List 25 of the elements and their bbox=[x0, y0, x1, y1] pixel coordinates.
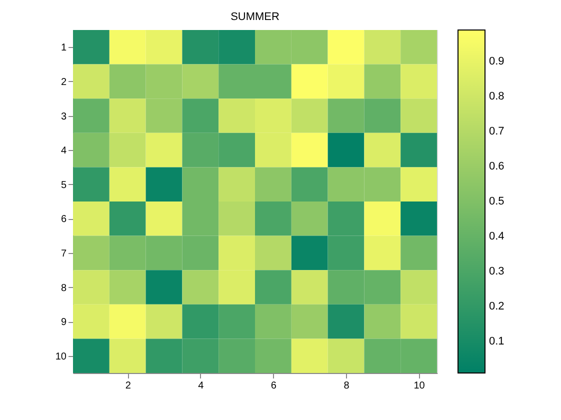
y-tick-label: 4 bbox=[60, 146, 67, 157]
color-bar-label: 0.4 bbox=[489, 230, 504, 242]
y-tick-label: 9 bbox=[60, 317, 67, 328]
y-tick-label: 3 bbox=[60, 111, 67, 122]
x-tick-label: 8 bbox=[344, 380, 350, 392]
color-bar-label: 0.1 bbox=[489, 336, 504, 348]
y-tick-label: 1 bbox=[60, 42, 67, 54]
color-bar-label: 0.5 bbox=[489, 196, 504, 208]
x-tick-label: 6 bbox=[270, 380, 277, 392]
color-bar-label: 0.8 bbox=[489, 90, 504, 102]
color-bar-label: 0.7 bbox=[489, 126, 504, 138]
y-tick-label: 10 bbox=[55, 351, 67, 362]
chart-title: SUMMER bbox=[230, 11, 280, 23]
x-tick-label: 4 bbox=[198, 380, 204, 392]
y-tick-label: 8 bbox=[60, 282, 67, 294]
x-tick-label: 10 bbox=[414, 380, 426, 392]
y-tick-label: 5 bbox=[60, 180, 67, 191]
y-tick-label: 7 bbox=[60, 248, 67, 260]
y-tick-label: 6 bbox=[60, 214, 67, 226]
color-bar-label: 0.3 bbox=[489, 266, 504, 278]
x-tick-label: 2 bbox=[125, 380, 132, 392]
color-bar-label: 0.9 bbox=[489, 56, 504, 68]
y-tick-label: 2 bbox=[60, 76, 67, 88]
color-bar-label: 0.6 bbox=[489, 160, 504, 172]
color-bar-label: 0.2 bbox=[489, 300, 504, 312]
